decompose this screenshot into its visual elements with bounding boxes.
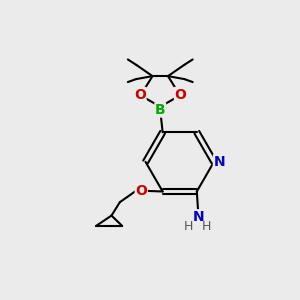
Text: O: O [135,184,147,198]
Text: O: O [175,88,186,101]
Text: B: B [155,103,166,117]
Text: O: O [134,88,146,101]
Text: H: H [202,220,211,233]
Text: H: H [184,220,194,233]
Text: N: N [193,210,204,224]
Text: N: N [213,155,225,169]
